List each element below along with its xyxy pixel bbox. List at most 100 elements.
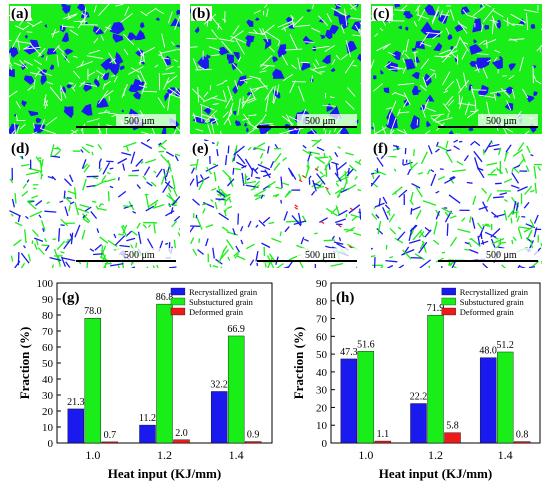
- substructured-segment: [428, 265, 431, 268]
- substructured-segment: [26, 200, 37, 210]
- recrystallized-segment: [499, 192, 508, 196]
- substructured-segment: [421, 240, 427, 253]
- recrystallized-grain: [121, 109, 124, 113]
- recrystallized-grain: [85, 21, 88, 25]
- substructured-segment: [414, 253, 425, 261]
- substructured-segment: [98, 168, 102, 172]
- recrystallized-segment: [470, 141, 475, 146]
- grain-boundary: [115, 4, 124, 7]
- recrystallized-segment: [334, 172, 342, 182]
- substructured-segment: [388, 213, 396, 223]
- recrystallized-segment: [471, 217, 476, 229]
- x-tick-label: 1.0: [85, 448, 100, 462]
- recrystallized-segment: [51, 175, 57, 181]
- recrystallized-segment: [312, 179, 317, 192]
- substructured-segment: [100, 203, 104, 206]
- substructured-segment: [41, 159, 44, 168]
- substructured-segment: [477, 222, 484, 231]
- grain-boundary: [336, 4, 342, 8]
- substructured-segment: [347, 184, 357, 191]
- grain-boundary: [253, 86, 262, 93]
- recrystallized-segment: [328, 162, 331, 170]
- grain-boundary: [31, 131, 38, 134]
- grain-boundary: [33, 79, 36, 90]
- grain-boundary: [46, 81, 54, 85]
- grain-boundary: [138, 59, 146, 64]
- recrystallized-segment: [358, 211, 361, 214]
- grain-boundary: [379, 27, 384, 32]
- substructured-segment: [165, 170, 170, 173]
- recrystallized-grain: [134, 29, 146, 41]
- recrystallized-segment: [264, 169, 271, 179]
- substructured-segment: [472, 195, 477, 205]
- recrystallized-segment: [398, 189, 408, 198]
- recrystallized-segment: [256, 262, 259, 267]
- recrystallized-segment: [66, 197, 72, 200]
- grain-boundary: [199, 103, 215, 111]
- recrystallized-segment: [205, 238, 209, 247]
- substructured-segment: [171, 220, 178, 228]
- recrystallized-grain: [77, 4, 86, 12]
- y-tick-label: 0: [48, 438, 54, 450]
- recrystallized-segment: [190, 178, 195, 187]
- grain-boundary: [247, 98, 257, 104]
- recrystallized-segment: [300, 236, 305, 245]
- substructured-segment: [437, 145, 448, 151]
- grain-boundary: [120, 13, 133, 23]
- substructured-segment: [210, 199, 214, 203]
- grain-boundary: [281, 22, 296, 31]
- grain-boundary: [44, 99, 48, 109]
- recrystallized-segment: [408, 228, 413, 242]
- recrystallized-segment: [418, 241, 428, 254]
- substructured-segment: [527, 231, 532, 238]
- substructured-segment: [136, 222, 141, 229]
- grain-boundary: [81, 12, 86, 17]
- grain-boundary: [265, 94, 270, 112]
- recrystallized-grain: [232, 110, 237, 115]
- grain-boundary: [253, 28, 258, 34]
- recrystallized-grain: [101, 72, 110, 81]
- deformed-segment: [294, 204, 299, 208]
- grain-boundary: [485, 4, 492, 8]
- recrystallized-segment: [310, 190, 316, 196]
- grain-boundary: [276, 84, 280, 95]
- substructured-segment: [117, 264, 120, 268]
- recrystallized-segment: [384, 204, 390, 210]
- substructured-segment: [449, 215, 457, 219]
- grain-boundary: [211, 122, 215, 134]
- recrystallized-segment: [237, 213, 240, 225]
- grain-boundary: [532, 73, 537, 80]
- substructured-segment: [253, 146, 266, 152]
- grain-boundary: [27, 85, 34, 91]
- grain-boundary: [137, 47, 144, 57]
- substructured-segment: [511, 167, 514, 173]
- grain-boundary: [345, 39, 352, 58]
- grain-boundary: [491, 15, 498, 28]
- data-label: 5.8: [446, 421, 459, 432]
- substructured-segment: [144, 158, 157, 164]
- recrystallized-segment: [411, 183, 421, 189]
- substructured-segment: [521, 153, 526, 163]
- recrystallized-segment: [373, 257, 376, 268]
- substructured-segment: [234, 167, 242, 171]
- grain-boundary: [387, 114, 391, 125]
- y-tick-label: 30: [42, 390, 54, 402]
- grain-boundary: [470, 89, 487, 91]
- substructured-segment: [107, 191, 110, 202]
- grain-boundary: [324, 45, 335, 52]
- substructured-segment: [160, 173, 166, 185]
- recrystallized-grain: [357, 53, 361, 62]
- substructured-segment: [389, 228, 397, 235]
- recrystallized-segment: [262, 173, 272, 178]
- recrystallized-segment: [435, 210, 441, 220]
- grain-boundary: [447, 113, 449, 118]
- grain-boundary: [340, 25, 345, 34]
- grain-boundary: [101, 73, 106, 79]
- grain-boundary: [96, 70, 104, 76]
- recrystallized-segment: [164, 242, 169, 246]
- grain-boundary: [93, 5, 97, 13]
- recrystallized-segment: [60, 256, 67, 267]
- grain-boundary: [432, 114, 441, 122]
- recrystallized-grain: [9, 69, 15, 78]
- recrystallized-grain: [139, 22, 145, 29]
